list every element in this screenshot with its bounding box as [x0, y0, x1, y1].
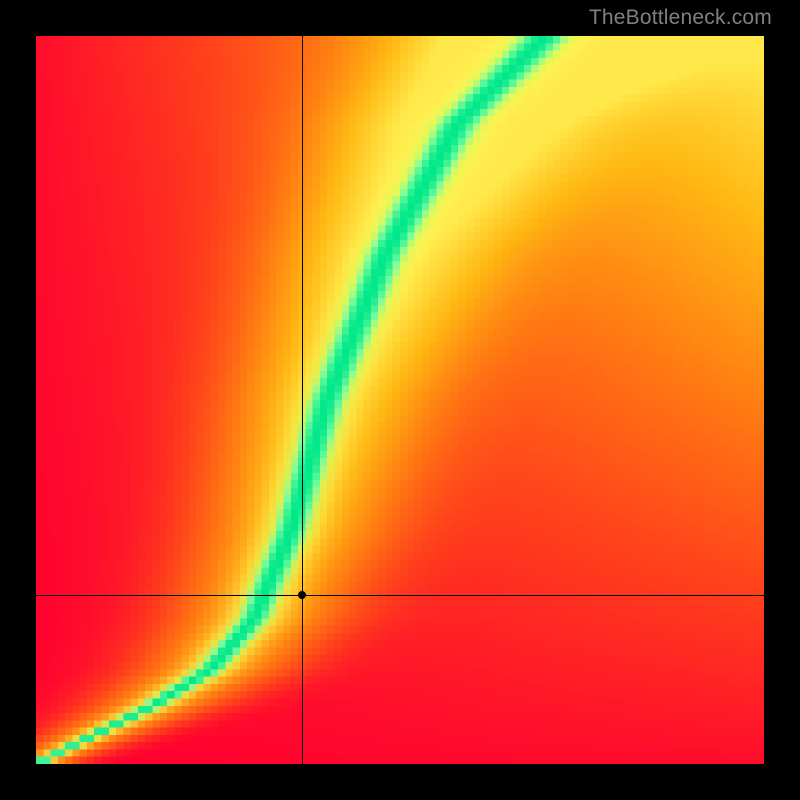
- heatmap-canvas: [36, 36, 764, 764]
- watermark-text: TheBottleneck.com: [589, 6, 772, 30]
- plot-area: [36, 36, 764, 764]
